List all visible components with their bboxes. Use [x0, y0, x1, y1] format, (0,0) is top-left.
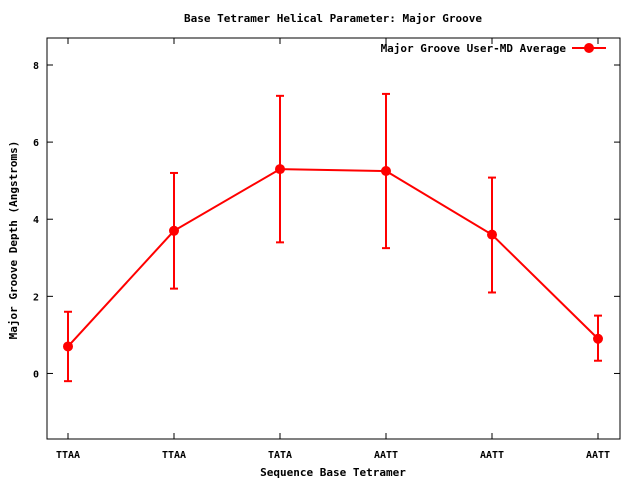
x-tick-label: TTAA	[162, 450, 186, 461]
x-tick-label: AATT	[586, 450, 610, 461]
y-tick-label: 8	[33, 61, 39, 72]
legend-label: Major Groove User-MD Average	[381, 42, 567, 55]
legend: Major Groove User-MD Average	[381, 42, 606, 55]
data-point	[169, 225, 179, 236]
axes-layer: 0 2 4 6 8 TTAA TTAA TATA AATT AATT AATT	[33, 38, 620, 461]
x-tick-label: TATA	[268, 450, 292, 461]
y-tick-label: 0	[33, 369, 39, 380]
y-tick-label: 4	[33, 215, 39, 226]
series-line	[67, 168, 599, 348]
x-tick-label: AATT	[480, 450, 504, 461]
series-layer	[63, 92, 603, 383]
data-point	[63, 341, 73, 352]
data-point	[487, 229, 497, 240]
chart-title: Base Tetramer Helical Parameter: Major G…	[184, 12, 482, 25]
y-tick-label: 6	[33, 138, 39, 149]
legend-marker	[584, 43, 594, 53]
x-axis-label: Sequence Base Tetramer	[260, 466, 406, 479]
data-point	[593, 333, 603, 344]
data-point	[381, 166, 391, 177]
y-tick-label: 2	[33, 292, 39, 303]
x-tick-label: TTAA	[56, 450, 80, 461]
data-point	[275, 164, 285, 175]
y-axis-label: Major Groove Depth (Angstroms)	[7, 141, 20, 340]
x-tick-label: AATT	[374, 450, 398, 461]
plot-area-frame	[46, 37, 621, 440]
